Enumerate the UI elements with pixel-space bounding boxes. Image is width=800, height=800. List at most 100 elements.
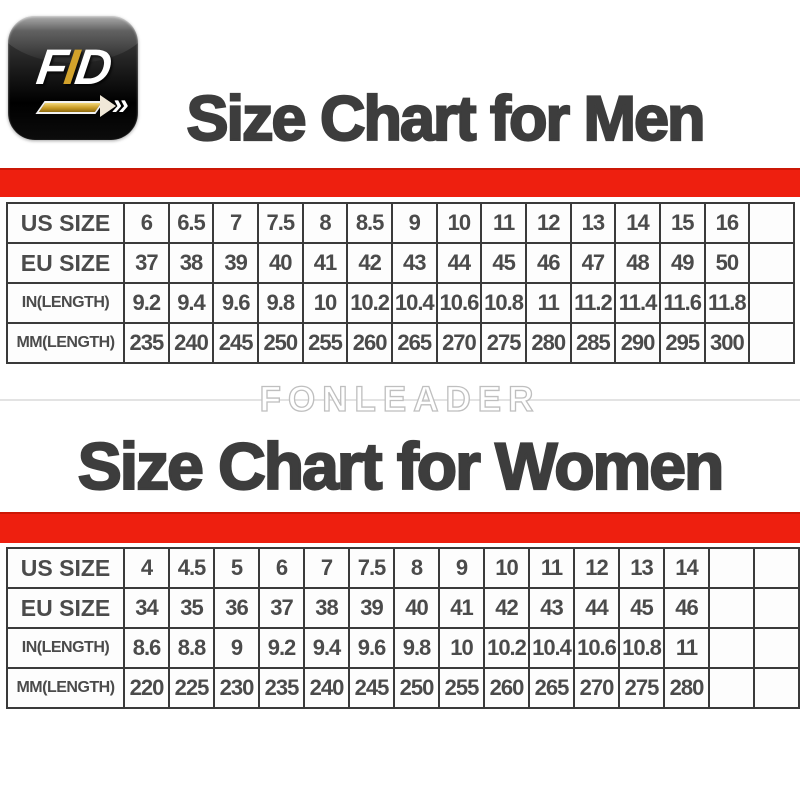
table-cell: 10.8 (480, 282, 527, 324)
table-cell: 9.2 (258, 627, 305, 669)
arrow-right-icon: » (34, 88, 134, 121)
logo-gloss (8, 16, 138, 64)
table-cell: 260 (483, 667, 530, 709)
table-cell: 43 (390, 242, 438, 284)
table-cell: 44 (573, 587, 620, 629)
table-cell: 265 (528, 667, 575, 709)
table-cell: 11 (663, 627, 710, 669)
table-cell: 38 (167, 242, 215, 284)
women-section-title: Size Chart for Women (77, 429, 726, 503)
table-cell: 265 (390, 322, 438, 364)
brand-logo: FID » (8, 16, 138, 140)
table-cell: 12 (524, 202, 572, 244)
table-cell: 8.8 (168, 627, 215, 669)
table-cell: 240 (303, 667, 350, 709)
table-cell: 245 (348, 667, 395, 709)
table-cell: 280 (524, 322, 572, 364)
table-cell: 6.5 (167, 202, 215, 244)
chevron-right-icon: » (112, 88, 129, 121)
table-row: EU SIZE 34 35 36 37 38 39 40 41 42 43 44 45 46 (6, 587, 800, 629)
table-cell: 290 (614, 322, 661, 364)
table-row: US SIZE 6 6.5 7 7.5 8 8.5 9 10 11 12 13 14 15 16 (6, 202, 795, 244)
table-cell: 9 (390, 202, 438, 244)
table-cell: 41 (301, 242, 349, 284)
table-cell: 14 (663, 547, 710, 589)
size-table-grid: US SIZE 4 4.5 5 6 7 7.5 8 9 10 11 12 13 14 EU SIZE 34 35… (6, 547, 800, 709)
table-row: IN(LENGTH) 8.6 8.8 9 9.2 9.4 9.6 9.8 10 10.2 10.4 1… (6, 627, 800, 669)
row-header: EU SIZE (6, 587, 125, 629)
logo-wordmark: FID (8, 39, 138, 95)
table-cell: 8.5 (346, 202, 393, 244)
table-cell: 39 (212, 242, 259, 284)
table-cell: 6 (258, 547, 305, 589)
row-header: US SIZE (6, 547, 125, 589)
table-row: MM(LENGTH) 235 240 245 250 255 260 265 270 275 280… (6, 322, 795, 364)
table-cell: 255 (438, 667, 485, 709)
empty-cell (748, 322, 795, 364)
empty-cell (753, 627, 800, 669)
table-cell: 9.2 (123, 282, 170, 324)
table-cell: 235 (123, 322, 170, 364)
table-cell: 12 (573, 547, 620, 589)
table-cell: 40 (256, 242, 304, 284)
table-cell: 37 (258, 587, 305, 629)
empty-cell (708, 667, 755, 709)
table-cell: 300 (703, 322, 751, 364)
table-cell: 39 (348, 587, 395, 629)
table-cell: 11.6 (658, 282, 706, 324)
table-cell: 270 (573, 667, 620, 709)
red-divider-bar (0, 168, 800, 197)
table-cell: 16 (703, 202, 751, 244)
row-header: MM(LENGTH) (6, 322, 125, 364)
table-cell: 10.2 (483, 627, 530, 669)
table-cell: 255 (301, 322, 349, 364)
table-cell: 43 (528, 587, 575, 629)
men-section-title: Size Chart for Men (185, 84, 706, 154)
table-cell: 47 (569, 242, 617, 284)
row-header: US SIZE (6, 202, 125, 244)
watermark: FONLEADER (259, 379, 541, 419)
table-cell: 48 (614, 242, 661, 284)
table-cell: 10 (435, 202, 483, 244)
table-cell: 11 (524, 282, 572, 324)
table-row: EU SIZE 37 38 39 40 41 42 43 44 45 46 47 48 49 50 (6, 242, 795, 284)
size-table-grid: US SIZE 6 6.5 7 7.5 8 8.5 9 10 11 12 13 14 15 16 EU SIZ… (6, 202, 795, 364)
empty-cell (708, 627, 755, 669)
table-cell: 45 (618, 587, 665, 629)
table-cell: 37 (123, 242, 170, 284)
table-cell: 9.6 (348, 627, 395, 669)
table-cell: 9.4 (303, 627, 350, 669)
table-cell: 13 (569, 202, 617, 244)
table-cell: 15 (658, 202, 706, 244)
row-header: IN(LENGTH) (6, 627, 125, 669)
table-cell: 10.4 (528, 627, 575, 669)
table-cell: 46 (663, 587, 710, 629)
table-cell: 9.4 (167, 282, 215, 324)
empty-cell (748, 202, 795, 244)
table-cell: 10 (301, 282, 349, 324)
table-cell: 275 (480, 322, 527, 364)
table-cell: 270 (435, 322, 483, 364)
table-cell: 42 (346, 242, 393, 284)
table-cell: 225 (168, 667, 215, 709)
empty-cell (753, 547, 800, 589)
table-cell: 7 (303, 547, 350, 589)
table-cell: 260 (346, 322, 393, 364)
row-header: EU SIZE (6, 242, 125, 284)
table-cell: 36 (213, 587, 260, 629)
table-cell: 45 (480, 242, 527, 284)
table-cell: 44 (435, 242, 483, 284)
empty-cell (708, 587, 755, 629)
empty-cell (748, 242, 795, 284)
table-cell: 49 (658, 242, 706, 284)
table-cell: 11.8 (703, 282, 751, 324)
table-cell: 9 (438, 547, 485, 589)
table-cell: 9.8 (393, 627, 440, 669)
table-cell: 4.5 (168, 547, 215, 589)
table-cell: 7 (212, 202, 259, 244)
table-cell: 235 (258, 667, 305, 709)
table-cell: 8.6 (123, 627, 170, 669)
table-cell: 38 (303, 587, 350, 629)
table-cell: 5 (213, 547, 260, 589)
